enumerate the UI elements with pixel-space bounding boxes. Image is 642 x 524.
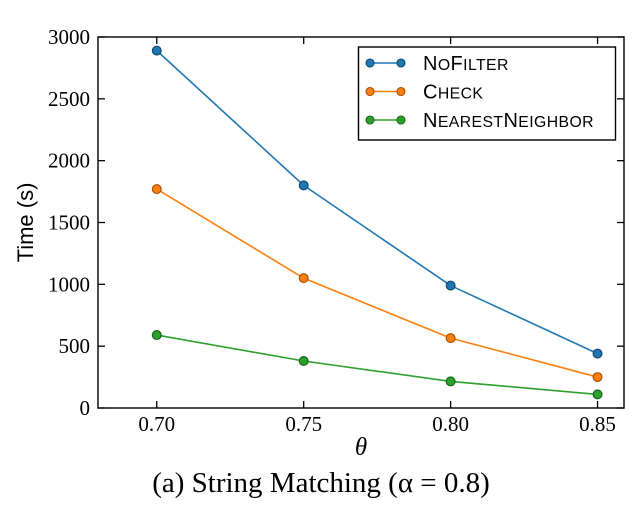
legend-marker-NearestNeighbor	[396, 115, 406, 125]
marker-Check-1	[298, 273, 309, 284]
legend-entry-NoFilter: NOFILTER	[365, 53, 509, 75]
y-tick-label: 2500	[48, 87, 90, 111]
series-line-NearestNeighbor	[156, 334, 598, 396]
legend-label-NearestNeighbor: NEARESTNEIGHBOR	[423, 110, 594, 132]
legend-entry-NearestNeighbor: NEARESTNEIGHBOR	[365, 110, 594, 132]
legend-marker-NoFilter	[365, 58, 375, 68]
x-tick-label: 0.80	[432, 412, 469, 436]
y-tick-label: 0	[80, 396, 91, 420]
y-tick-label: 1000	[48, 272, 90, 296]
x-tick-label: 0.70	[138, 412, 175, 436]
legend-entry-Check: CHECK	[365, 82, 483, 104]
x-tick-label: 0.85	[579, 412, 616, 436]
y-tick-label: 500	[59, 334, 91, 358]
legend-marker-NearestNeighbor	[365, 115, 375, 125]
legend-marker-Check	[396, 86, 406, 97]
legend-marker-NoFilter	[396, 58, 406, 68]
legend-marker-Check	[365, 86, 375, 97]
marker-NearestNeighbor-0	[151, 330, 162, 341]
marker-NoFilter-0	[151, 45, 162, 56]
series-line-NoFilter	[156, 50, 598, 355]
series-Check	[151, 184, 603, 383]
marker-Check-2	[445, 333, 456, 344]
series-NearestNeighbor	[151, 330, 603, 400]
y-tick-label: 2000	[48, 149, 90, 173]
y-axis: 0 500 1000 1500 2000 2500 3000	[48, 25, 624, 420]
y-tick-label: 3000	[48, 25, 90, 49]
chart-canvas: 0.70 0.75 0.80 0.85 0 500 1000 1500 2000 2500 3000…	[13, 25, 625, 461]
marker-NearestNeighbor-2	[445, 376, 456, 387]
legend: NOFILTER CHECK NEARESTNEIGHBOR	[357, 46, 617, 141]
marker-NoFilter-1	[298, 180, 309, 191]
x-axis-label: θ	[355, 434, 367, 461]
marker-Check-0	[151, 184, 162, 195]
marker-NoFilter-3	[592, 348, 603, 359]
series-line-Check	[156, 188, 598, 378]
y-axis-label: Time (s)	[13, 183, 38, 263]
x-axis: 0.70 0.75 0.80 0.85	[138, 37, 616, 436]
marker-NoFilter-2	[445, 280, 456, 291]
figure-caption: (a) String Matching (α = 0.8)	[152, 467, 490, 499]
marker-NearestNeighbor-1	[298, 356, 309, 367]
marker-NearestNeighbor-3	[592, 389, 603, 400]
x-tick-label: 0.75	[285, 412, 322, 436]
marker-Check-3	[592, 372, 603, 383]
legend-label-NoFilter: NOFILTER	[423, 53, 509, 75]
legend-label-Check: CHECK	[423, 82, 483, 104]
y-tick-label: 1500	[48, 211, 90, 235]
series-NoFilter	[151, 45, 603, 359]
